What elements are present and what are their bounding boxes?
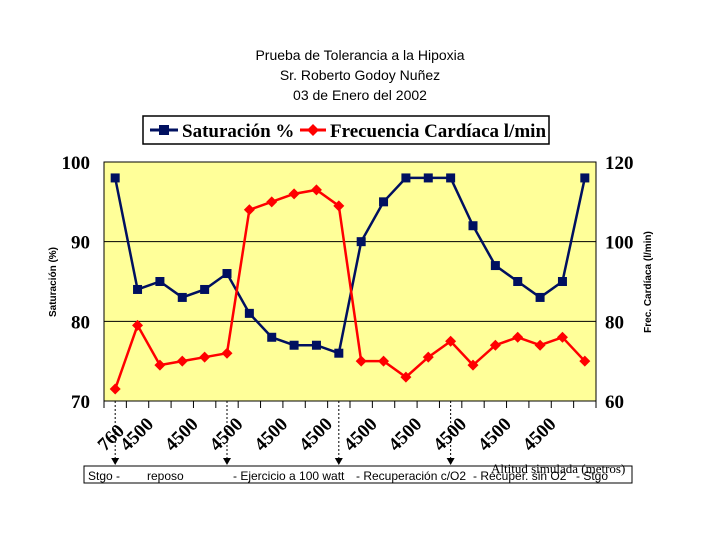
saturation-point-11 bbox=[356, 237, 366, 247]
heart-rate-point-9 bbox=[310, 184, 322, 196]
saturation-point-19 bbox=[535, 292, 545, 302]
chart-title-line-3: 03 de Enero del 2002 bbox=[293, 87, 427, 103]
heart-rate-point-15 bbox=[445, 335, 457, 347]
x-tick-label-4: 4500 bbox=[250, 414, 292, 456]
saturation-point-16 bbox=[468, 221, 478, 231]
phase-label-recuperacion-o2: - Recuperación c/O2 bbox=[356, 469, 466, 483]
series-line-heart-rate bbox=[114, 188, 586, 390]
heart-rate-point-0 bbox=[109, 383, 121, 395]
heart-rate-point-2 bbox=[154, 359, 166, 371]
saturation-point-6 bbox=[244, 308, 254, 318]
saturation-point-9 bbox=[311, 340, 321, 350]
x-tick-label-8: 4500 bbox=[429, 414, 471, 456]
y-tick-label-0: 70 bbox=[71, 392, 90, 413]
heart-rate-point-18 bbox=[512, 331, 524, 343]
y2-axis-tick-labels: 60 80 100 120 bbox=[605, 153, 634, 413]
chart-title-line-2: Sr. Roberto Godoy Nuñez bbox=[279, 67, 441, 83]
phase-arrow-1 bbox=[223, 458, 231, 465]
chart-title-line-1: Prueba de Tolerancia a la Hipoxia bbox=[255, 47, 465, 63]
series-line-saturation bbox=[113, 176, 587, 355]
phase-label-recuperacion-sin-o2: - Recuper. sin O2 bbox=[473, 469, 567, 483]
saturation-point-18 bbox=[513, 277, 523, 286]
heart-rate-point-12 bbox=[378, 355, 390, 367]
heart-rate-point-10 bbox=[333, 200, 345, 212]
x-axis-title: Altitud simulada (metros) bbox=[491, 461, 625, 476]
grid bbox=[104, 241, 596, 322]
x-tick-label-6: 4500 bbox=[340, 414, 382, 456]
legend-label-heart-rate: Frecuencia Cardíaca l/min bbox=[330, 121, 546, 142]
heart-rate-point-20 bbox=[556, 331, 568, 343]
phase-lines bbox=[111, 401, 455, 465]
heart-rate-point-3 bbox=[176, 355, 188, 367]
heart-rate-point-16 bbox=[467, 359, 479, 371]
phase-label-reposo: reposo bbox=[147, 469, 184, 483]
legend-box bbox=[142, 115, 550, 145]
heart-rate-point-19 bbox=[534, 339, 546, 351]
heart-rate-point-11 bbox=[355, 355, 367, 367]
x-tick-label-1: 4500 bbox=[116, 414, 158, 456]
phase-arrow-3 bbox=[446, 458, 455, 465]
y-tick-label-2: 90 bbox=[71, 233, 90, 254]
saturation-point-5 bbox=[222, 269, 232, 279]
saturation-point-13 bbox=[401, 173, 411, 183]
heart-rate-point-13 bbox=[400, 371, 412, 383]
y2-axis-title: Frec. Cardíaca (l/min) bbox=[643, 231, 654, 333]
saturation-point-8 bbox=[289, 340, 299, 350]
heart-rate-point-14 bbox=[422, 351, 434, 363]
phase-label-ejercicio: - Ejercicio a 100 watt bbox=[233, 469, 345, 483]
heart-rate-point-7 bbox=[266, 196, 278, 208]
saturation-point-14 bbox=[423, 173, 433, 183]
phase-label-stgo-end: - Stgo bbox=[576, 469, 608, 483]
series-lines bbox=[113, 176, 587, 390]
legend: Saturación % Frecuencia Cardíaca l/min bbox=[142, 115, 550, 145]
y2-tick-label-3: 120 bbox=[605, 153, 634, 174]
legend-marker-saturation bbox=[159, 125, 169, 135]
legend-label-saturation: Saturación % bbox=[182, 121, 294, 142]
y2-tick-label-2: 100 bbox=[605, 233, 634, 254]
phase-bar bbox=[83, 465, 633, 484]
x-tick-label-10: 4500 bbox=[519, 414, 561, 456]
saturation-point-21 bbox=[580, 173, 590, 183]
y-tick-label-3: 100 bbox=[62, 153, 91, 174]
x-tick-label-2: 4500 bbox=[161, 414, 203, 456]
x-axis-ticks bbox=[103, 401, 597, 408]
y2-tick-label-0: 60 bbox=[605, 392, 624, 413]
saturation-point-20 bbox=[557, 277, 567, 286]
phase-arrow-0 bbox=[111, 458, 120, 465]
saturation-point-2 bbox=[155, 277, 165, 286]
y-tick-label-1: 80 bbox=[71, 312, 90, 333]
saturation-point-15 bbox=[446, 173, 456, 183]
y2-tick-label-1: 80 bbox=[605, 312, 624, 333]
saturation-point-17 bbox=[490, 261, 500, 271]
saturation-point-10 bbox=[334, 348, 344, 358]
saturation-point-0 bbox=[110, 173, 120, 183]
legend-marker-heart-rate bbox=[307, 124, 319, 136]
heart-rate-point-1 bbox=[132, 319, 144, 331]
x-tick-label-5: 4500 bbox=[295, 414, 337, 456]
y-axis-tick-labels: 70 80 90 100 bbox=[62, 153, 91, 413]
saturation-point-4 bbox=[200, 284, 210, 294]
phase-arrow-2 bbox=[334, 458, 343, 465]
saturation-point-3 bbox=[177, 292, 187, 302]
x-tick-label-9: 4500 bbox=[474, 414, 516, 456]
y-axis-title: Saturación (%) bbox=[48, 247, 59, 317]
x-tick-label-7: 4500 bbox=[385, 414, 427, 456]
series-markers bbox=[109, 173, 591, 395]
phase-label-stgo-start: Stgo - bbox=[88, 469, 120, 483]
heart-rate-point-21 bbox=[579, 355, 591, 367]
saturation-point-12 bbox=[379, 197, 389, 207]
heart-rate-point-5 bbox=[221, 347, 233, 359]
heart-rate-point-6 bbox=[243, 204, 255, 216]
saturation-point-7 bbox=[267, 332, 277, 342]
saturation-point-1 bbox=[133, 284, 143, 294]
x-tick-label-3: 4500 bbox=[206, 414, 248, 456]
heart-rate-point-8 bbox=[288, 188, 300, 200]
heart-rate-point-4 bbox=[199, 351, 211, 363]
heart-rate-point-17 bbox=[489, 339, 501, 351]
